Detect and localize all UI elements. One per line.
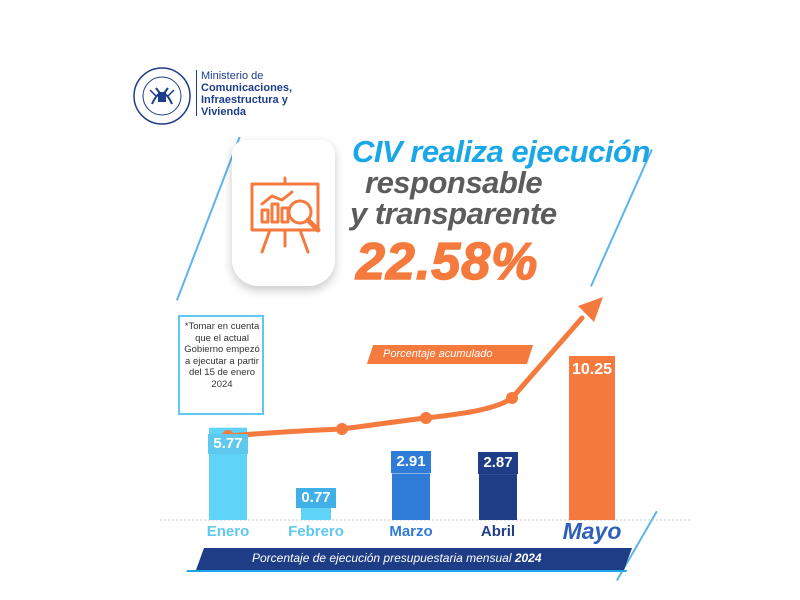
accumulated-label: Porcentaje acumulado bbox=[383, 348, 493, 360]
bar-marzo bbox=[392, 473, 430, 520]
presentation-analytics-icon bbox=[250, 176, 321, 254]
month-label-enero: Enero bbox=[206, 523, 250, 540]
bar-febrero bbox=[301, 507, 331, 520]
ministry-name-line1: Ministerio de bbox=[201, 70, 264, 82]
footer-caption-year: 2024 bbox=[514, 551, 542, 565]
ministry-name-line4: Vivienda bbox=[201, 106, 247, 118]
headline-total-percentage: 22.58% bbox=[355, 232, 539, 292]
note-text: *Tomar en cuenta que el actual Gobierno … bbox=[184, 321, 260, 390]
value-label-mayo: 10.25 bbox=[571, 361, 613, 378]
note-box: *Tomar en cuenta que el actual Gobierno … bbox=[178, 315, 264, 415]
value-label-abril: 2.87 bbox=[478, 452, 518, 475]
footer-caption-text: Porcentaje de ejecución presupuestaria m… bbox=[252, 551, 515, 565]
cumulative-point bbox=[336, 423, 348, 435]
cumulative-point bbox=[506, 392, 518, 404]
ministry-name-line2: Comunicaciones, bbox=[201, 82, 293, 94]
ministry-name-line3: Infraestructura y bbox=[201, 94, 288, 106]
month-label-mayo: Mayo bbox=[562, 518, 622, 544]
bar-abril bbox=[479, 474, 517, 520]
month-label-marzo: Marzo bbox=[389, 523, 433, 540]
logo-divider bbox=[196, 70, 197, 116]
trend-arrow-head bbox=[578, 297, 603, 322]
headline-line1: CIV realiza ejecución bbox=[352, 134, 650, 169]
headline-line3: y transparente bbox=[350, 196, 557, 231]
ministry-seal-logo bbox=[133, 67, 191, 125]
headline-line2: responsable bbox=[365, 165, 543, 200]
cumulative-trend-line bbox=[225, 315, 585, 439]
footer-caption: Porcentaje de ejecución presupuestaria m… bbox=[252, 551, 542, 565]
value-label-enero: 5.77 bbox=[208, 433, 248, 454]
month-label-abril: Abril bbox=[480, 523, 516, 540]
bar-mayo bbox=[569, 356, 615, 520]
month-label-febrero: Febrero bbox=[288, 523, 344, 540]
value-label-marzo: 2.91 bbox=[391, 451, 431, 474]
value-label-febrero: 0.77 bbox=[296, 487, 336, 508]
cumulative-point bbox=[420, 412, 432, 424]
